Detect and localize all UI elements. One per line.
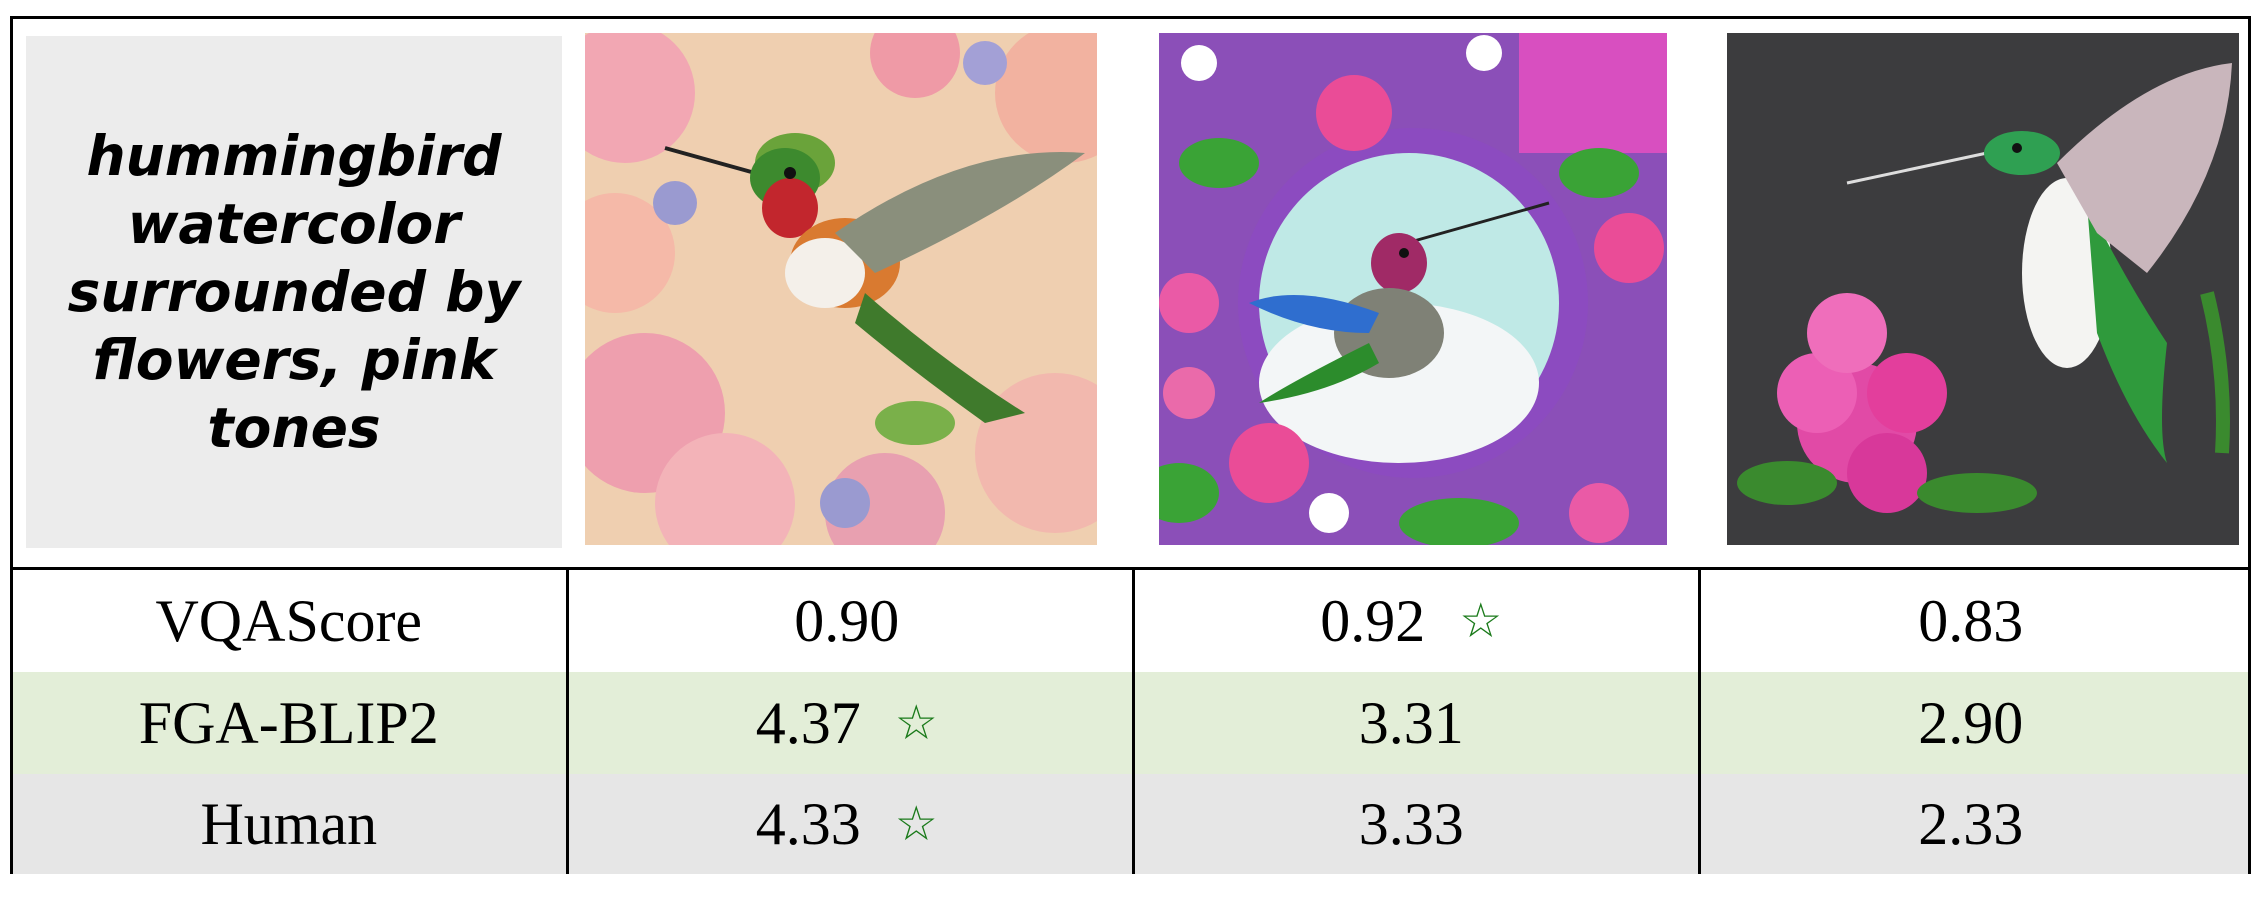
score-cell: 2.33	[1693, 774, 2248, 874]
header-section: hummingbird watercolor surrounded by flo…	[13, 19, 2248, 567]
header-divider	[13, 567, 2248, 570]
score-cell: 0.90	[565, 570, 1129, 672]
hummingbird-dark-background-image	[1727, 33, 2239, 545]
score-value: 4.33	[755, 790, 861, 857]
row-label: Human	[200, 790, 378, 857]
score-cell: 0.92 ☆	[1129, 570, 1693, 672]
row-label: FGA-BLIP2	[138, 689, 439, 756]
hummingbird-purple-wreath-image	[1159, 33, 1667, 545]
best-star-icon: ☆	[894, 695, 938, 751]
column-divider	[1132, 570, 1135, 874]
row-label: VQAScore	[155, 587, 423, 654]
score-value: 2.33	[1918, 790, 2024, 857]
score-value: 4.37	[755, 689, 861, 756]
score-cell: 3.31	[1129, 672, 1693, 774]
score-value: 2.90	[1918, 689, 2024, 756]
score-value: 0.92	[1320, 587, 1426, 654]
best-star-icon: ☆	[894, 796, 938, 852]
score-table: VQAScore 0.90 0.92 ☆ 0.83 FGA-BLIP2 4.37 ☆…	[13, 570, 2248, 874]
score-cell: 3.33	[1129, 774, 1693, 874]
score-cell: 4.37 ☆	[565, 672, 1129, 774]
comparison-table: hummingbird watercolor surrounded by flo…	[10, 16, 2251, 874]
row-vqascore: VQAScore 0.90 0.92 ☆ 0.83	[13, 570, 2248, 672]
row-human: Human 4.33 ☆ 3.33 2.33	[13, 774, 2248, 874]
row-fga-blip2: FGA-BLIP2 4.37 ☆ 3.31 2.90	[13, 672, 2248, 774]
best-star-icon: ☆	[1459, 593, 1503, 649]
score-value: 0.90	[794, 587, 900, 654]
score-value: 0.83	[1918, 587, 2024, 654]
score-cell: 2.90	[1693, 672, 2248, 774]
column-divider	[1698, 570, 1701, 874]
hummingbird-pink-flowers-image	[585, 33, 1097, 545]
prompt-box: hummingbird watercolor surrounded by flo…	[26, 36, 562, 548]
score-cell: 0.83	[1693, 570, 2248, 672]
score-value: 3.31	[1358, 689, 1464, 756]
score-value: 3.33	[1358, 790, 1464, 857]
score-cell: 4.33 ☆	[565, 774, 1129, 874]
prompt-text: hummingbird watercolor surrounded by flo…	[67, 124, 521, 460]
column-divider	[566, 570, 569, 874]
